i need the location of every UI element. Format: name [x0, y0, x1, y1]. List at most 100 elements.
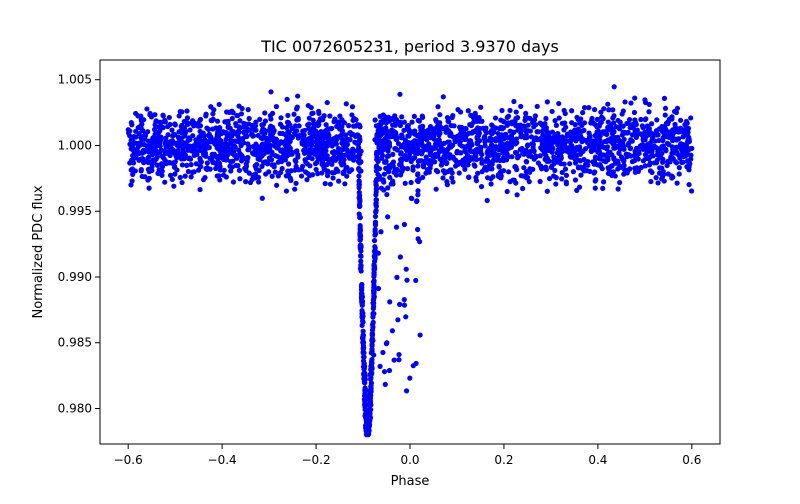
- data-point: [127, 128, 133, 134]
- data-point: [356, 189, 362, 196]
- data-point: [245, 127, 251, 133]
- data-point: [632, 169, 638, 175]
- data-point: [404, 123, 410, 130]
- data-point: [430, 133, 437, 139]
- data-point: [399, 114, 405, 120]
- data-point: [262, 110, 268, 116]
- chart-title: TIC 0072605231, period 3.9370 days: [260, 37, 559, 56]
- data-point: [626, 152, 632, 158]
- data-point: [204, 165, 210, 171]
- data-point: [367, 395, 373, 401]
- data-point: [146, 175, 152, 182]
- data-point: [358, 287, 365, 293]
- data-point: [321, 140, 328, 146]
- data-point: [221, 129, 227, 136]
- data-point: [375, 285, 382, 292]
- data-point: [435, 169, 441, 175]
- data-point: [479, 169, 485, 175]
- data-point: [445, 169, 451, 175]
- data-point: [517, 128, 523, 134]
- data-point: [285, 129, 291, 135]
- data-point: [140, 128, 146, 134]
- data-point: [384, 191, 390, 198]
- data-point: [184, 108, 190, 114]
- data-point: [371, 269, 377, 275]
- data-point: [159, 172, 165, 178]
- data-point: [256, 167, 262, 174]
- data-point: [267, 147, 273, 153]
- data-point: [682, 126, 688, 133]
- data-point: [197, 116, 204, 123]
- data-point: [569, 120, 575, 126]
- data-point: [322, 145, 328, 151]
- data-point: [540, 137, 546, 144]
- data-point: [135, 125, 141, 131]
- data-point: [356, 173, 362, 179]
- data-point: [344, 142, 350, 149]
- data-point: [370, 311, 376, 317]
- data-point: [577, 133, 584, 139]
- data-point: [369, 327, 376, 333]
- data-point: [323, 122, 329, 128]
- x-tick-label: 0.4: [588, 453, 607, 467]
- data-point: [169, 160, 175, 166]
- data-point: [197, 123, 204, 129]
- data-point: [381, 187, 387, 193]
- data-point: [661, 123, 668, 129]
- data-point: [429, 145, 435, 151]
- data-point: [670, 156, 676, 162]
- data-point: [523, 110, 529, 116]
- data-point: [634, 127, 640, 133]
- data-point: [249, 150, 256, 156]
- data-point: [570, 169, 577, 175]
- data-point: [364, 430, 370, 436]
- data-point: [375, 250, 381, 256]
- data-point: [637, 131, 644, 137]
- data-point: [396, 357, 402, 363]
- data-point: [401, 127, 407, 133]
- data-point: [512, 141, 519, 147]
- data-point: [243, 179, 249, 185]
- data-point: [485, 158, 491, 164]
- data-point: [508, 144, 515, 150]
- data-point: [663, 146, 669, 152]
- data-point: [585, 162, 591, 168]
- data-point: [487, 145, 493, 151]
- data-point: [594, 116, 600, 122]
- data-point: [572, 160, 579, 166]
- data-point: [243, 167, 249, 173]
- data-point: [485, 175, 491, 181]
- data-point: [197, 163, 203, 169]
- data-point: [293, 106, 300, 112]
- data-point: [390, 122, 396, 128]
- data-point: [364, 424, 370, 430]
- y-tick-label: 0.990: [58, 270, 92, 284]
- data-point: [370, 305, 376, 312]
- data-point: [385, 185, 391, 191]
- data-point: [659, 174, 666, 180]
- data-point: [179, 122, 185, 128]
- data-point: [217, 177, 223, 183]
- data-point: [622, 99, 628, 105]
- data-point: [591, 139, 598, 145]
- data-point: [501, 136, 507, 142]
- data-point: [518, 103, 524, 110]
- data-point: [262, 118, 269, 124]
- data-point: [341, 161, 347, 167]
- data-point: [318, 128, 324, 135]
- data-point: [273, 103, 280, 110]
- data-point: [460, 129, 467, 136]
- data-point: [426, 169, 432, 175]
- data-point: [257, 156, 263, 163]
- data-point: [285, 161, 292, 167]
- data-point: [146, 154, 152, 160]
- data-point: [227, 140, 234, 146]
- data-point: [413, 277, 419, 284]
- data-point: [381, 171, 387, 177]
- data-point: [251, 127, 257, 133]
- data-point: [591, 106, 598, 113]
- data-point: [133, 128, 139, 134]
- data-point: [512, 149, 519, 156]
- data-point: [340, 146, 346, 152]
- data-point: [162, 179, 168, 185]
